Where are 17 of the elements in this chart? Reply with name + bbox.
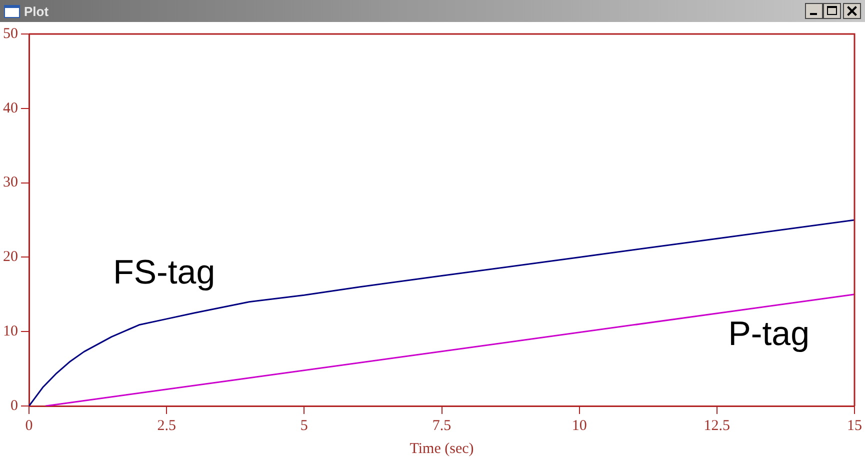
y-tick-label: 0 xyxy=(10,398,18,414)
y-tick-label: 20 xyxy=(3,249,18,266)
x-tick-label: 15 xyxy=(847,418,862,434)
x-tick-label: 10 xyxy=(572,418,587,434)
series-label: FS-tag xyxy=(113,253,216,292)
x-tick-label: 12.5 xyxy=(704,418,730,434)
x-tick-label: 7.5 xyxy=(432,418,452,434)
y-tick-label: 40 xyxy=(3,100,18,116)
y-tick-label: 10 xyxy=(3,324,18,340)
y-tick-label: 50 xyxy=(3,26,18,42)
series-label: P-tag xyxy=(728,314,810,353)
chart-title: Plot xyxy=(24,4,49,18)
x-tick-label: 2.5 xyxy=(157,418,176,434)
x-tick-label: 0 xyxy=(25,418,33,434)
x-tick-label: 5 xyxy=(300,418,308,434)
y-tick-label: 30 xyxy=(3,174,18,191)
x-axis-title: Time (sec) xyxy=(410,440,474,457)
